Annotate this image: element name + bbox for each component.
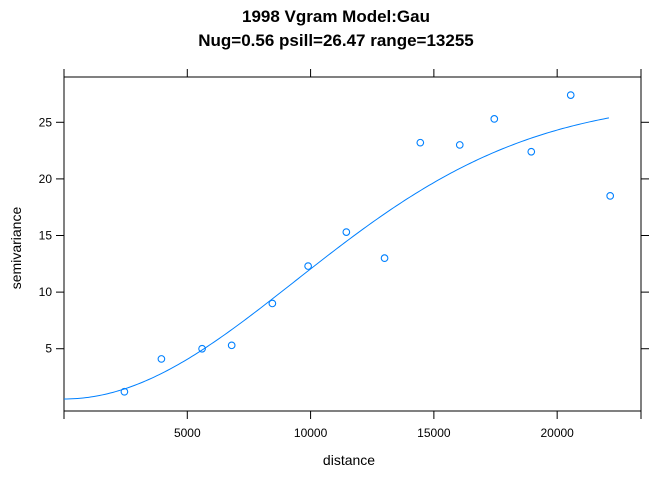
data-point — [527, 147, 536, 156]
y-axis: 5 10 15 20 25 — [39, 115, 649, 356]
y-axis-label: semivariance — [8, 207, 24, 290]
data-points — [120, 91, 615, 396]
y-tick-label: 25 — [39, 115, 53, 129]
x-axis: 5000 10000 15000 20000 — [63, 69, 642, 440]
data-point — [227, 341, 236, 350]
y-tick-label: 5 — [45, 342, 52, 356]
data-point — [304, 262, 312, 270]
x-axis-label: distance — [323, 452, 375, 468]
data-point — [455, 141, 464, 149]
data-point — [380, 254, 389, 263]
y-tick-label: 15 — [39, 229, 53, 243]
x-tick-label: 5000 — [174, 426, 201, 440]
x-tick-label: 20000 — [540, 426, 574, 440]
data-point — [566, 91, 575, 99]
model-curve — [63, 117, 610, 400]
data-point — [120, 387, 129, 396]
plot-frame — [63, 76, 642, 412]
data-point — [157, 355, 166, 363]
y-tick-label: 20 — [39, 172, 53, 186]
x-tick-label: 15000 — [417, 426, 451, 440]
x-tick-label: 10000 — [294, 426, 328, 440]
data-point — [268, 299, 277, 308]
chart-title: 1998 Vgram Model:Gau — [242, 7, 430, 26]
data-point — [342, 228, 351, 236]
data-point — [490, 115, 499, 123]
data-point — [416, 138, 425, 147]
data-point — [606, 192, 615, 200]
data-point — [198, 344, 206, 353]
y-tick-label: 10 — [39, 285, 53, 299]
chart-subtitle: Nug=0.56 psill=26.47 range=13255 — [198, 31, 473, 50]
